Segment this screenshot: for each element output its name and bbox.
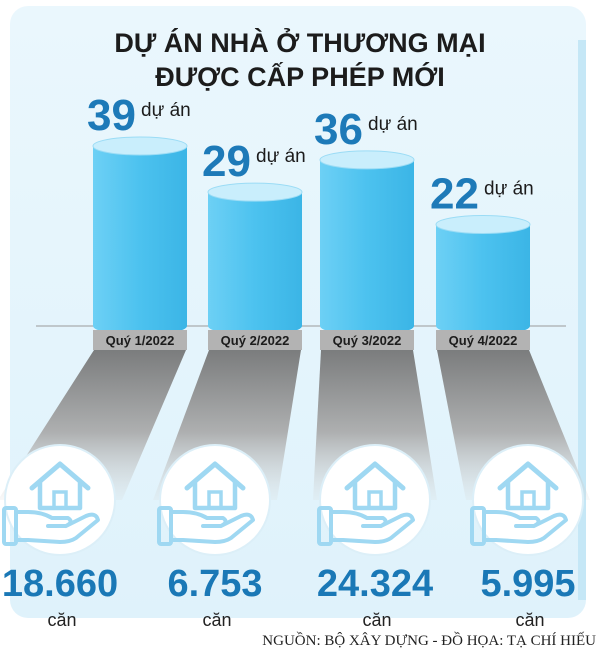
- housing-units-label: căn: [47, 610, 76, 630]
- category-label: Quý 4/2022: [449, 333, 518, 348]
- housing-units-value: 5.995: [480, 563, 575, 605]
- bars: [36, 136, 566, 335]
- housing-units-label: căn: [202, 610, 231, 630]
- category-label-bg: [436, 330, 530, 350]
- bar-top: [92, 136, 188, 156]
- chart-title-line2: ĐƯỢC CẤP PHÉP MỚI: [155, 61, 445, 92]
- house-in-hand-icon: [470, 444, 584, 556]
- housing-units-label: căn: [362, 610, 391, 630]
- housing-units-value: 24.324: [317, 563, 433, 605]
- housing-units-value: 6.753: [167, 563, 262, 605]
- category-label: Quý 2/2022: [221, 333, 290, 348]
- housing-units-label: căn: [515, 610, 544, 630]
- house-in-hand-icon: [2, 444, 116, 556]
- value-label: 29: [202, 137, 251, 186]
- value-label: 39: [87, 91, 136, 140]
- bar-top: [207, 182, 303, 202]
- value-unit-label: dự án: [141, 100, 191, 121]
- house-in-hand-icon: [317, 444, 431, 556]
- house-in-hand-icon: [157, 444, 271, 556]
- value-unit-label: dự án: [484, 178, 534, 199]
- bar: [93, 146, 187, 335]
- category-label-bg: [320, 330, 414, 350]
- category-label-bg: [208, 330, 302, 350]
- value-unit-label: dự án: [256, 146, 306, 167]
- housing-units-value: 18.660: [2, 563, 118, 605]
- category-label-bg: [93, 330, 187, 350]
- panel-edge: [578, 40, 586, 600]
- value-label: 22: [430, 169, 479, 218]
- bar: [436, 224, 530, 335]
- bar-top: [319, 150, 415, 170]
- source-credit: NGUỒN: BỘ XÂY DỰNG - ĐỒ HỌA: TẠ CHÍ HIẾU: [262, 631, 596, 649]
- chart-title-line1: DỰ ÁN NHÀ Ở THƯƠNG MẠI: [114, 26, 485, 58]
- bar-top: [435, 214, 531, 234]
- bar: [320, 159, 414, 335]
- value-unit-label: dự án: [368, 114, 418, 135]
- bar: [208, 192, 302, 335]
- category-label: Quý 3/2022: [333, 333, 402, 348]
- house-icons: [2, 444, 584, 556]
- value-label: 36: [314, 105, 363, 154]
- category-label: Quý 1/2022: [106, 333, 175, 348]
